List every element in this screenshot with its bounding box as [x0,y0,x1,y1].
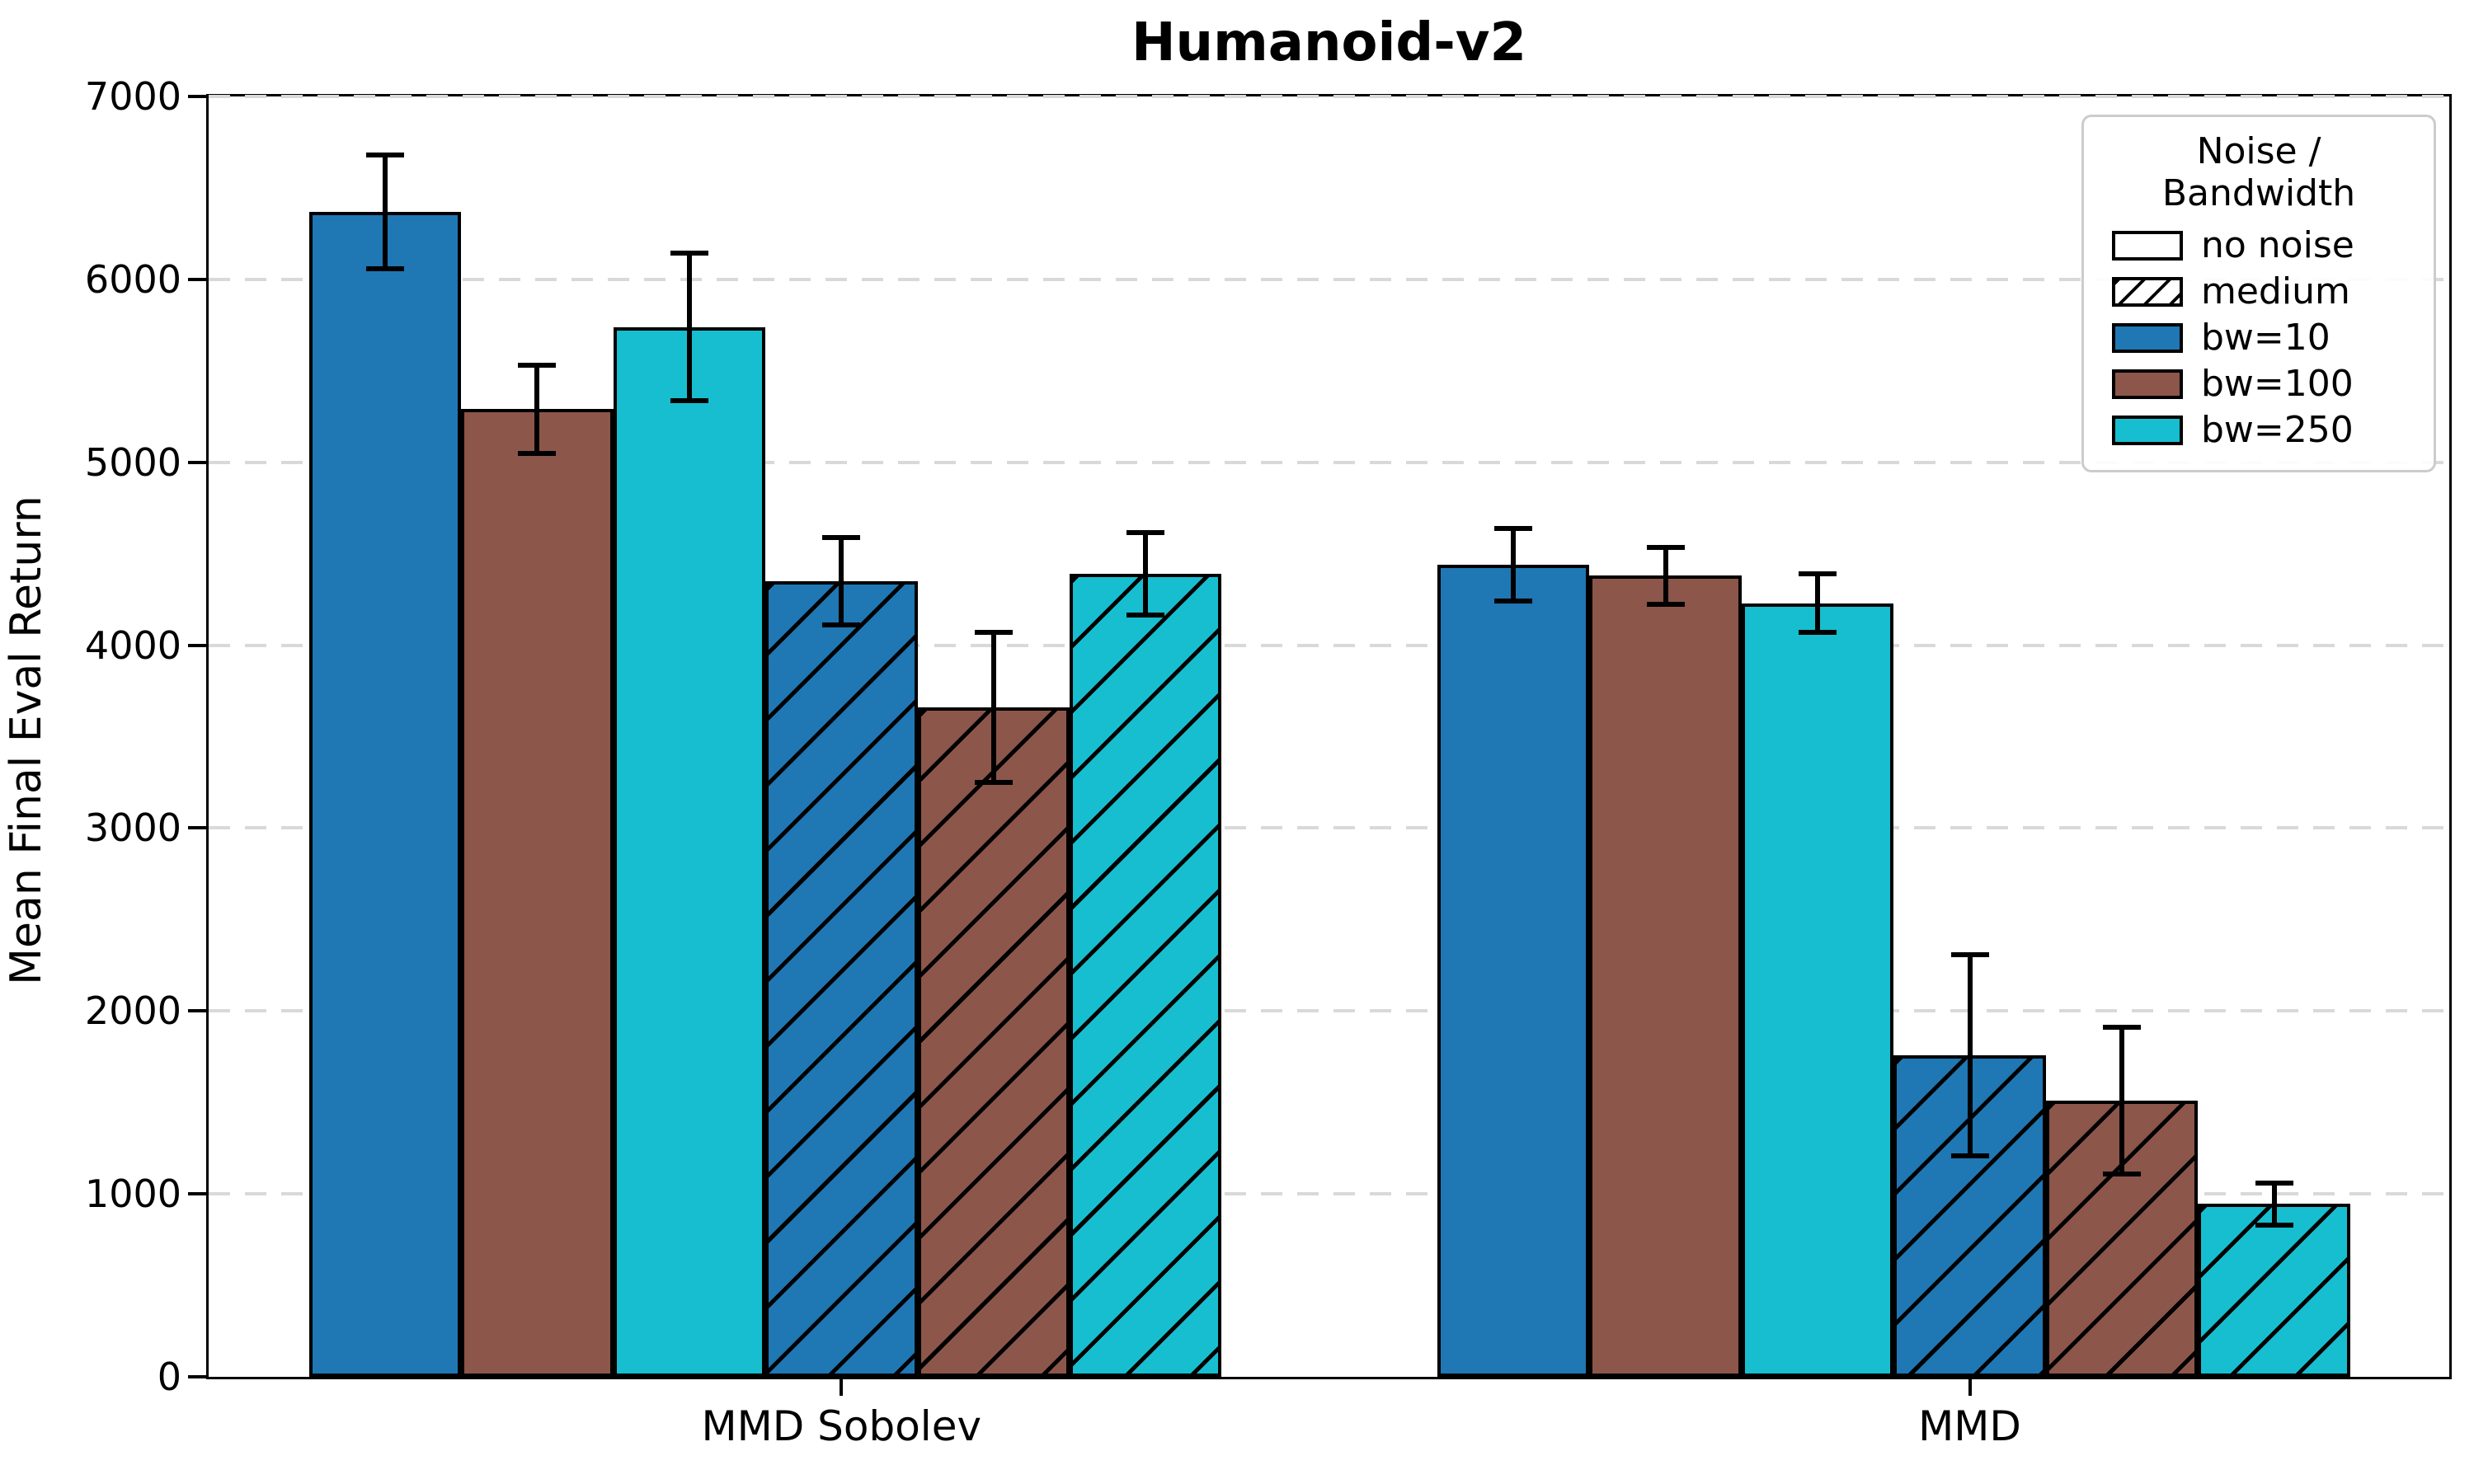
error-bar-cap-top [974,630,1013,636]
error-bar-cap-bottom [1950,1153,1989,1158]
legend-swatch-icon [2112,277,2183,307]
bar-bw=10-medium-0 [765,580,918,1377]
bar-bw=250-no-noise-1 [1741,603,1894,1377]
legend-swatch-icon [2112,369,2183,399]
legend-entry-no-noise: no noise [2100,223,2417,269]
error-bar-cap-top [2255,1180,2293,1186]
x-tick-mark-1 [1968,1379,1972,1396]
error-bar-line [1663,547,1668,604]
legend-entry-bw-10: bw=10 [2100,315,2417,361]
plot-area: Noise / Bandwidth no noise medium bw=10 bw=1… [206,94,2452,1379]
y-tick-label-3000: 3000 [84,805,181,851]
error-bar-line [382,154,388,269]
bar-bw=100-medium-0 [917,707,1070,1377]
y-tick-mark-2000 [188,1009,206,1013]
legend-entry-bw-250: bw=250 [2100,407,2417,453]
bar-bw=100-no-noise-0 [461,409,614,1377]
error-bar-cap-top [1950,951,1989,957]
y-tick-label-2000: 2000 [84,989,181,1034]
error-bar-cap-bottom [518,450,557,456]
gridline-y-3000 [209,826,2449,830]
legend-entry-label: no noise [2201,224,2354,266]
error-bar-cap-top [518,363,557,369]
y-tick-mark-4000 [188,643,206,647]
gridline-y-6000 [209,277,2449,281]
x-tick-label-0: MMD Sobolev [701,1402,982,1450]
legend-title: Noise / Bandwidth [2161,130,2356,214]
legend-entry-label: bw=10 [2201,317,2331,359]
error-bar-cap-top [1799,571,1837,577]
legend-entry-label: bw=250 [2201,409,2354,451]
y-tick-label-7000: 7000 [84,74,181,119]
y-tick-mark-5000 [188,460,206,464]
error-bar-cap-bottom [974,779,1013,785]
y-tick-mark-7000 [188,95,206,98]
legend: Noise / Bandwidth no noise medium bw=10 bw=1… [2081,115,2436,472]
y-tick-label-0: 0 [157,1355,181,1399]
gridline-y-1000 [209,1192,2449,1196]
error-bar-cap-bottom [1126,612,1165,618]
legend-entry-medium: medium [2100,269,2417,315]
error-bar-cap-top [1646,544,1685,550]
error-bar-cap-bottom [2255,1222,2293,1228]
bar-bw=100-medium-1 [2045,1100,2199,1377]
y-tick-label-1000: 1000 [84,1172,181,1217]
legend-entry-label: medium [2201,270,2350,312]
bar-bw=100-no-noise-1 [1589,575,1742,1377]
bar-bw=250-no-noise-0 [613,326,766,1377]
legend-entry-label: bw=100 [2201,363,2354,405]
error-bar-cap-top [822,534,861,540]
error-bar-line [534,365,540,453]
legend-swatch-icon [2112,231,2183,261]
y-tick-mark-3000 [188,826,206,830]
error-bar-cap-bottom [670,398,708,404]
error-bar-cap-bottom [1494,599,1533,604]
legend-swatch-icon [2112,416,2183,445]
legend-entry-bw-100: bw=100 [2100,361,2417,407]
y-tick-mark-6000 [188,277,206,281]
y-tick-mark-1000 [188,1192,206,1196]
error-bar-cap-bottom [1646,601,1685,607]
chart-title: Humanoid-v2 [1131,12,1527,73]
error-bar-cap-bottom [365,265,404,271]
error-bar-line [686,252,692,402]
error-bar-line [1815,574,1821,633]
error-bar-line [1511,528,1517,602]
error-bar-line [1143,533,1149,615]
error-bar-line [990,632,996,782]
legend-swatch-icon [2112,323,2183,353]
error-bar-line [2271,1182,2277,1225]
error-bar-cap-bottom [2103,1171,2142,1176]
error-bar-line [1967,954,1973,1156]
error-bar-line [2119,1027,2125,1174]
error-bar-cap-top [2103,1025,2142,1031]
error-bar-cap-bottom [822,622,861,628]
gridline-y-2000 [209,1009,2449,1013]
bar-bw=10-no-noise-1 [1437,564,1590,1377]
x-tick-label-1: MMD [1918,1402,2021,1450]
error-bar-cap-top [1494,525,1533,531]
error-bar-line [839,537,844,626]
x-tick-mark-0 [840,1379,844,1396]
bar-bw=250-medium-1 [2198,1204,2350,1377]
gridline-y-7000 [209,95,2449,98]
bar-bw=250-medium-0 [1070,574,1222,1377]
error-bar-cap-bottom [1799,630,1837,636]
y-tick-mark-0 [188,1375,206,1378]
y-tick-label-6000: 6000 [84,256,181,302]
gridline-y-5000 [209,460,2449,464]
error-bar-cap-top [670,250,708,256]
y-tick-label-4000: 4000 [84,622,181,668]
error-bar-cap-top [1126,530,1165,536]
y-tick-label-5000: 5000 [84,439,181,485]
bar-bw=10-no-noise-0 [308,211,462,1377]
error-bar-cap-top [365,152,404,157]
gridline-y-4000 [209,643,2449,647]
